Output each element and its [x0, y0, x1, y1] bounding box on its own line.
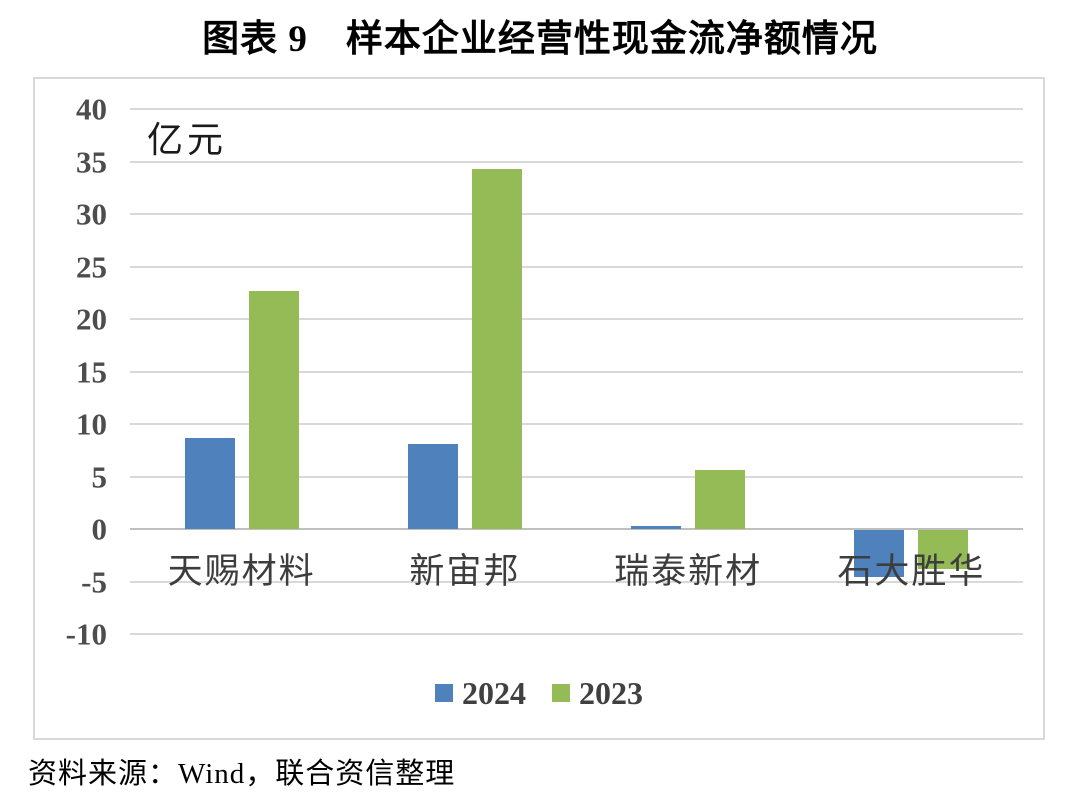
y-tick-0: 0: [91, 511, 108, 547]
bar-2023-瑞泰新材: [695, 470, 746, 529]
y-tick-25: 25: [76, 249, 107, 284]
bar-2024-新宙邦: [407, 443, 458, 529]
category-label-瑞泰新材: 瑞泰新材: [614, 552, 763, 591]
bar-2023-石大胜华: [918, 530, 969, 569]
legend-swatch-2024: [435, 684, 453, 702]
bar-2024-瑞泰新材: [631, 525, 682, 529]
y-tick--5: -5: [81, 564, 107, 599]
gridline-y-10: [130, 423, 1023, 425]
legend-item-2024: 2024: [435, 677, 526, 709]
gridline-y-0: [130, 528, 1023, 530]
chart-legend: 2024 2023: [35, 677, 1043, 709]
y-axis-unit-label: 亿元: [147, 120, 228, 160]
gridline-y--10: [130, 633, 1023, 635]
legend-item-2023: 2023: [552, 677, 643, 709]
gridline-y-15: [130, 370, 1023, 373]
gridline-y-25: [130, 265, 1023, 268]
page-title: 图表 9 样本企业经营性现金流净额情况: [202, 19, 878, 60]
legend-swatch-2023: [552, 684, 570, 702]
source-note: 资料来源：Wind，联合资信整理: [28, 758, 456, 790]
gridline-y-5: [130, 475, 1023, 478]
category-label-天赐材料: 天赐材料: [167, 552, 316, 591]
bar-2024-石大胜华: [854, 530, 905, 578]
y-tick-15: 15: [76, 354, 107, 389]
bar-2023-新宙邦: [471, 168, 522, 529]
y-tick-30: 30: [76, 196, 107, 232]
y-tick-5: 5: [91, 459, 108, 494]
y-tick-20: 20: [76, 301, 107, 337]
gridline-y-40: [130, 108, 1023, 110]
category-label-新宙邦: 新宙邦: [409, 552, 521, 591]
bar-2023-天赐材料: [248, 290, 299, 529]
gridline-y-35: [130, 160, 1023, 163]
legend-label-2024: 2024: [462, 675, 526, 711]
chart-area: 亿元 40 35 30 25 20 15 10 5 0 -5 -10 天赐材料 新宙邦 瑞泰新材 石大胜华…: [33, 77, 1045, 740]
y-tick-35: 35: [76, 144, 107, 179]
gridline-y--5: [130, 580, 1023, 583]
y-tick-10: 10: [76, 406, 107, 442]
gridline-y-20: [130, 318, 1023, 320]
gridline-y-30: [130, 213, 1023, 215]
bar-2024-天赐材料: [184, 437, 235, 529]
category-label-石大胜华: 石大胜华: [837, 552, 986, 591]
legend-label-2023: 2023: [579, 675, 643, 711]
y-tick-40: 40: [76, 91, 107, 127]
y-tick--10: -10: [65, 616, 107, 652]
